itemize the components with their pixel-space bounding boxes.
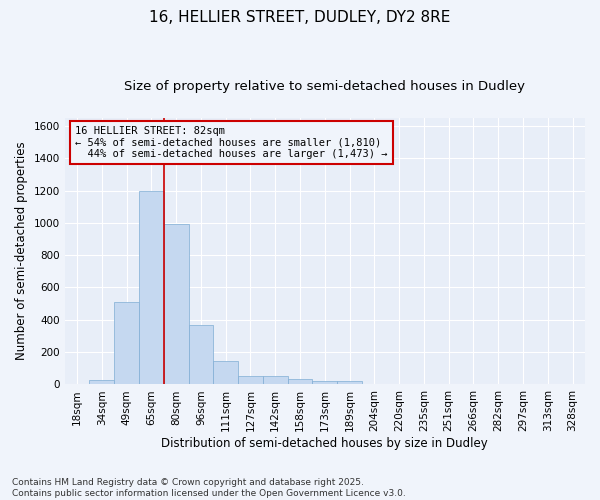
Bar bbox=[214, 361, 238, 384]
Bar bbox=[313, 381, 337, 384]
Bar bbox=[188, 324, 214, 384]
Text: 16, HELLIER STREET, DUDLEY, DY2 8RE: 16, HELLIER STREET, DUDLEY, DY2 8RE bbox=[149, 10, 451, 25]
Bar bbox=[164, 224, 188, 384]
Y-axis label: Number of semi-detached properties: Number of semi-detached properties bbox=[15, 142, 28, 360]
Bar bbox=[139, 190, 164, 384]
Text: Contains HM Land Registry data © Crown copyright and database right 2025.
Contai: Contains HM Land Registry data © Crown c… bbox=[12, 478, 406, 498]
Text: 16 HELLIER STREET: 82sqm
← 54% of semi-detached houses are smaller (1,810)
  44%: 16 HELLIER STREET: 82sqm ← 54% of semi-d… bbox=[75, 126, 388, 159]
Bar bbox=[238, 376, 263, 384]
Bar bbox=[89, 380, 114, 384]
Bar bbox=[263, 376, 287, 384]
Bar bbox=[337, 381, 362, 384]
X-axis label: Distribution of semi-detached houses by size in Dudley: Distribution of semi-detached houses by … bbox=[161, 437, 488, 450]
Bar bbox=[114, 302, 139, 384]
Bar bbox=[287, 379, 313, 384]
Title: Size of property relative to semi-detached houses in Dudley: Size of property relative to semi-detach… bbox=[124, 80, 526, 93]
